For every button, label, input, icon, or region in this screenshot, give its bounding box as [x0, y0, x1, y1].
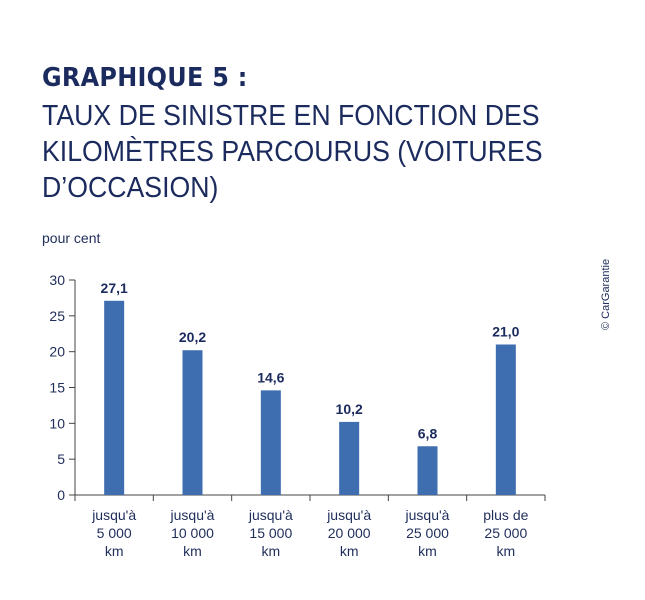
y-tick-label: 5 [57, 451, 65, 467]
y-tick-label: 10 [49, 415, 65, 431]
category-label: jusqu'à [170, 507, 215, 523]
category-label: 20 000 [328, 525, 371, 541]
y-tick-label: 25 [49, 308, 65, 324]
data-label: 20,2 [179, 329, 206, 345]
data-label: 21,0 [492, 324, 519, 340]
category-label: jusqu'à [91, 507, 136, 523]
category-label: jusqu'à [248, 507, 293, 523]
category-label: 5 000 [97, 525, 132, 541]
data-label: 10,2 [336, 401, 363, 417]
category-label: jusqu'à [405, 507, 450, 523]
data-label: 14,6 [257, 369, 284, 385]
title-block: GRAPHIQUE 5 : TAUX DE SINISTRE EN FONCTI… [42, 62, 602, 206]
category-label: 10 000 [171, 525, 214, 541]
category-label: plus de [483, 507, 528, 523]
category-label: km [340, 543, 359, 559]
category-label: 15 000 [249, 525, 292, 541]
category-label: km [105, 543, 124, 559]
data-label: 6,8 [418, 425, 438, 441]
category-label: km [418, 543, 437, 559]
y-tick-label: 0 [57, 487, 65, 503]
bar [417, 446, 438, 495]
category-label: 25 000 [406, 525, 449, 541]
category-label: 25 000 [484, 525, 527, 541]
category-label: jusqu'à [326, 507, 371, 523]
category-label: km [261, 543, 280, 559]
bar [104, 300, 125, 495]
bar [182, 350, 203, 495]
unit-label: pour cent [42, 230, 101, 246]
bar [260, 390, 281, 495]
y-tick-label: 15 [49, 380, 65, 396]
bar [339, 421, 360, 495]
category-label: km [183, 543, 202, 559]
data-label: 27,1 [101, 280, 128, 296]
y-tick-label: 30 [49, 272, 65, 288]
bar [495, 344, 516, 495]
chart-title: GRAPHIQUE 5 : [42, 63, 248, 93]
chart-subtitle: TAUX DE SINISTRE EN FONCTION DES KILOMÈT… [42, 100, 543, 204]
y-tick-label: 20 [49, 344, 65, 360]
category-label: km [496, 543, 515, 559]
